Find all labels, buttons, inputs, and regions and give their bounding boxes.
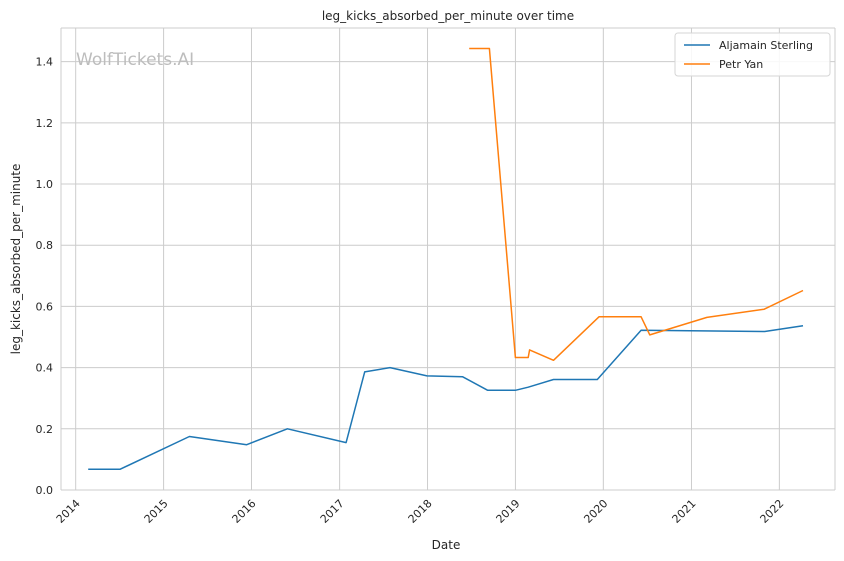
x-axis-title: Date (432, 538, 461, 552)
x-tick-label: 2017 (318, 497, 347, 526)
x-tick-label: 2020 (581, 497, 610, 526)
y-tick-label: 1.0 (36, 178, 54, 191)
legend-label-yan: Petr Yan (719, 58, 763, 71)
y-tick-label: 0.2 (36, 423, 54, 436)
x-tick-label: 2014 (54, 497, 83, 526)
grid-layer (61, 28, 835, 491)
series-line-aljamain-sterling (88, 324, 804, 470)
y-tick-label: 0.8 (36, 239, 54, 252)
x-tick-label: 2021 (670, 497, 699, 526)
y-tick-label: 1.4 (36, 56, 54, 69)
plot-area (61, 28, 835, 490)
y-tick-label: 1.2 (36, 117, 54, 130)
watermark: WolfTickets.AI (76, 50, 194, 70)
x-tick-labels: 2014 2015 2016 2017 2018 2019 2020 2021 2022 (54, 497, 787, 526)
x-tick-label: 2015 (142, 497, 171, 526)
x-tick-label: 2018 (406, 497, 435, 526)
series-layer (88, 47, 804, 470)
series-line-petr-yan (469, 47, 804, 362)
y-tick-labels: 0.0 0.2 0.4 0.6 0.8 1.0 1.2 1.4 (36, 56, 54, 497)
x-tick-label: 2022 (758, 497, 787, 526)
y-tick-label: 0.0 (36, 484, 54, 497)
legend: Aljamain Sterling Petr Yan (674, 32, 831, 77)
axes-frame (60, 27, 836, 491)
x-tick-label: 2019 (494, 497, 523, 526)
y-axis-title: leg_kicks_absorbed_per_minute (9, 164, 23, 355)
legend-label-sterling: Aljamain Sterling (719, 39, 813, 52)
y-tick-label: 0.4 (36, 362, 54, 375)
x-tick-label: 2016 (230, 497, 259, 526)
chart-title: leg_kicks_absorbed_per_minute over time (322, 9, 574, 23)
legend-box (674, 32, 831, 77)
y-tick-label: 0.6 (36, 300, 54, 313)
